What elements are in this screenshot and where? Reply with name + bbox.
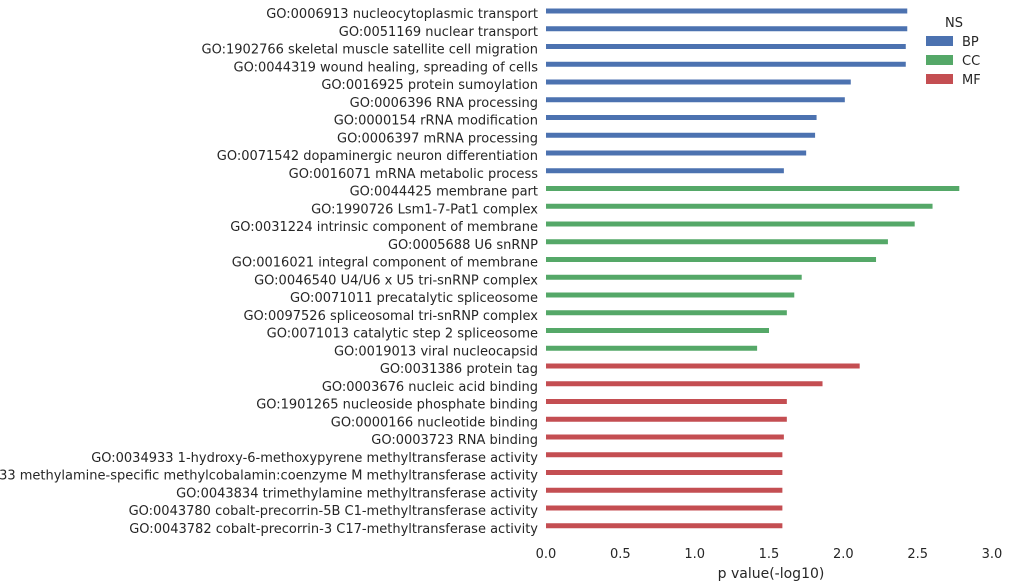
x-tick-label: 0.5	[610, 547, 631, 562]
legend-label-cc: CC	[962, 54, 980, 69]
category-label: GO:0019013 viral nucleocapsid	[334, 344, 538, 359]
category-labels: GO:0006913 nucleocytoplasmic transport GO…	[0, 7, 538, 537]
bar-cc	[546, 221, 915, 227]
bar-bp	[546, 44, 906, 49]
x-tick-label: 0.0	[536, 547, 557, 562]
category-label: GO:1990726 Lsm1-7-Pat1 complex	[311, 202, 538, 217]
x-tick-label: 1.5	[759, 547, 780, 562]
bar-cc	[546, 239, 888, 245]
legend-label-mf: MF	[962, 73, 981, 88]
category-label: GO:0000166 nucleotide binding	[331, 415, 538, 430]
legend-title: NS	[945, 16, 963, 31]
bar-mf	[546, 523, 783, 529]
bar-cc	[546, 186, 960, 191]
bar-cc	[546, 292, 795, 298]
category-label: GO:0043782 cobalt-precorrin-3 C17-methyl…	[129, 522, 538, 537]
category-label: GO:0003676 nucleic acid binding	[322, 380, 538, 395]
x-tick-label: 1.0	[684, 547, 705, 562]
category-label: GO:0097526 spliceosomal tri-snRNP comple…	[243, 309, 538, 324]
category-label: GO:0071542 dopaminergic neuron different…	[217, 149, 538, 164]
category-label: GO:0016925 protein sumoylation	[321, 78, 538, 93]
category-label: GO:0016021 integral component of membran…	[232, 256, 538, 271]
bars-group	[546, 8, 960, 529]
bar-bp	[546, 26, 908, 32]
bar-mf	[546, 363, 860, 369]
category-label: GO:0000154 rRNA modification	[334, 114, 538, 129]
bar-bp	[546, 132, 816, 138]
category-label: GO:0044319 wound healing, spreading of c…	[234, 60, 539, 75]
bar-bp	[546, 61, 906, 67]
category-label: GO:0043780 cobalt-precorrin-5B C1-methyl…	[129, 504, 539, 519]
bar-mf	[546, 399, 787, 404]
category-label: GO:0006913 nucleocytoplasmic transport	[266, 7, 538, 22]
x-axis-title: p value(-log10)	[718, 566, 825, 582]
bar-mf	[546, 505, 783, 511]
category-label: GO:0006396 RNA processing	[350, 96, 538, 111]
bar-bp	[546, 8, 908, 14]
category-label: GO:0044425 membrane part	[350, 185, 538, 200]
category-label: GO:1902766 skeletal muscle satellite cel…	[202, 43, 538, 58]
x-tick-label: 2.0	[833, 547, 854, 562]
bar-bp	[546, 115, 817, 120]
bar-bp	[546, 168, 784, 174]
bar-bp	[546, 97, 845, 103]
category-label: GO:0051169 nuclear transport	[339, 25, 538, 40]
category-label: GO:0031224 intrinsic component of membra…	[230, 220, 538, 235]
bar-bp	[546, 150, 807, 156]
bar-cc	[546, 345, 758, 351]
bar-mf	[546, 381, 823, 387]
category-label: GO:0071013 catalytic step 2 spliceosome	[267, 327, 538, 342]
legend-swatch-bp	[926, 36, 953, 46]
x-tick-label: 3.0	[982, 547, 1003, 562]
bar-cc	[546, 328, 769, 333]
category-label: GO:0005688 U6 snRNP	[388, 238, 538, 253]
bar-mf	[546, 416, 787, 422]
bar-cc	[546, 274, 802, 280]
category-label: GO:0031386 protein tag	[380, 362, 538, 377]
bar-mf	[546, 470, 783, 475]
x-axis-ticks: 0.0 0.5 1.0 1.5 2.0 2.5 3.0	[536, 547, 1003, 562]
category-label: GO:0016071 mRNA metabolic process	[289, 167, 539, 182]
legend-label-bp: BP	[962, 35, 979, 50]
category-label: GO:0046540 U4/U6 x U5 tri-snRNP complex	[254, 273, 538, 288]
category-label: GO:0003723 RNA binding	[371, 433, 538, 448]
bar-mf	[546, 452, 783, 458]
legend-swatch-mf	[926, 74, 953, 84]
bar-cc	[546, 203, 933, 209]
category-label: GO:0043833 methylamine-specific methylco…	[0, 469, 538, 484]
bar-cc	[546, 310, 787, 316]
bar-mf	[546, 487, 783, 493]
category-label: GO:1901265 nucleoside phosphate binding	[256, 398, 538, 413]
legend-swatch-cc	[926, 55, 953, 65]
bar-mf	[546, 434, 784, 440]
x-tick-label: 2.5	[907, 547, 928, 562]
bar-bp	[546, 79, 851, 85]
category-label: GO:0006397 mRNA processing	[337, 131, 538, 146]
category-label: GO:0034933 1-hydroxy-6-methoxypyrene met…	[91, 451, 538, 466]
category-label: GO:0043834 trimethylamine methyltransfer…	[176, 486, 538, 501]
category-label: GO:0071011 precatalytic spliceosome	[290, 291, 538, 306]
legend: NS BP CC MF	[926, 16, 981, 88]
bar-cc	[546, 257, 877, 262]
